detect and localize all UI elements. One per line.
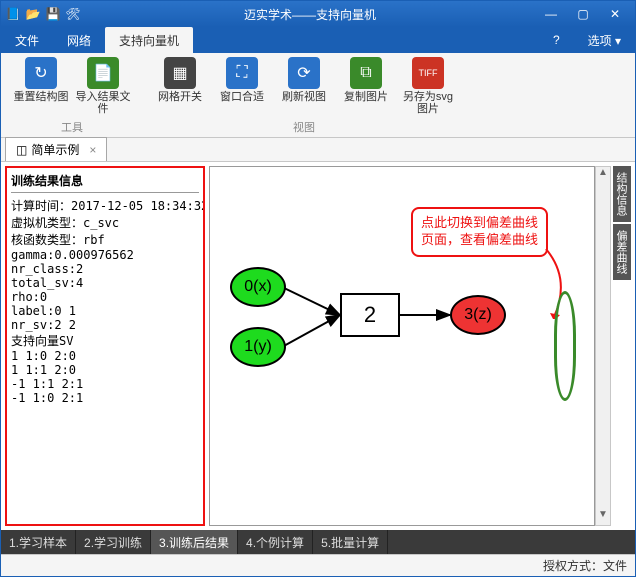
new-icon[interactable]: 📘 bbox=[5, 6, 21, 22]
bottom-tabstrip: 1.学习样本2.学习训练3.训练后结果4.个例计算5.批量计算 bbox=[1, 530, 635, 554]
menu-文件[interactable]: 文件 bbox=[1, 27, 53, 53]
bottom-tab-3.训练后结果[interactable]: 3.训练后结果 bbox=[151, 530, 238, 554]
info-line: 支持向量SV bbox=[11, 332, 199, 349]
scroll-up-icon[interactable]: ▲ bbox=[596, 167, 610, 183]
vertical-scrollbar[interactable]: ▲ ▼ bbox=[595, 166, 611, 526]
node-n2[interactable]: 2 bbox=[340, 293, 400, 337]
titlebar: 📘 📂 💾 🛠 迈实学术——支持向量机 — ▢ ✕ bbox=[1, 1, 635, 27]
minimize-button[interactable]: — bbox=[539, 7, 563, 21]
重置结构图-icon: ↻ bbox=[25, 57, 57, 89]
structure-canvas[interactable]: 点此切换到偏差曲线 页面，查看偏差曲线 0(x) 1(y) 2 3(z) bbox=[209, 166, 595, 526]
ribbon-group-name: 视图 bbox=[293, 119, 315, 135]
ribbon-窗口合适[interactable]: ⛶ 窗口合适 bbox=[214, 57, 270, 115]
maximize-button[interactable]: ▢ bbox=[571, 7, 595, 21]
info-line: -1 1:0 2:1 bbox=[11, 391, 199, 405]
info-line: 核函数类型：rbf bbox=[11, 231, 199, 248]
content-area: 训练结果信息 计算时间：2017-12-05 18:34:32虚拟机类型：c_s… bbox=[1, 162, 635, 530]
ribbon-label: 复制图片 bbox=[344, 91, 388, 103]
document-tabstrip: ◫ 简单示例 × bbox=[1, 138, 635, 162]
ribbon-导入结果文件[interactable]: 📄导入结果文件 bbox=[75, 57, 131, 115]
info-line: nr_class:2 bbox=[11, 262, 199, 276]
side-tab-结构信息[interactable]: 结构信息 bbox=[613, 166, 631, 222]
menu-网络[interactable]: 网络 bbox=[53, 27, 105, 53]
ribbon-复制图片[interactable]: ⧉ 复制图片 bbox=[338, 57, 394, 115]
window-buttons: — ▢ ✕ bbox=[539, 7, 631, 21]
ribbon-label: 网格开关 bbox=[158, 91, 202, 103]
app-window: 📘 📂 💾 🛠 迈实学术——支持向量机 — ▢ ✕ 文件网络支持向量机 ? 选项… bbox=[0, 0, 636, 577]
复制图片-icon: ⧉ bbox=[350, 57, 382, 89]
info-line: -1 1:1 2:1 bbox=[11, 377, 199, 391]
side-tabs: 结构信息偏差曲线 bbox=[613, 166, 631, 526]
tools-icon[interactable]: 🛠 bbox=[65, 6, 81, 22]
bottom-tab-1.学习样本[interactable]: 1.学习样本 bbox=[1, 530, 76, 554]
callout-line2: 页面，查看偏差曲线 bbox=[421, 232, 538, 249]
document-tab-label: 简单示例 bbox=[31, 141, 79, 158]
info-panel-title: 训练结果信息 bbox=[11, 172, 199, 193]
menubar: 文件网络支持向量机 ? 选项 ▾ bbox=[1, 27, 635, 53]
highlight-ring bbox=[554, 291, 576, 401]
node-n3[interactable]: 3(z) bbox=[450, 295, 506, 335]
ribbon-网格开关[interactable]: ▦ 网格开关 bbox=[152, 57, 208, 115]
导入结果文件-icon: 📄 bbox=[87, 57, 119, 89]
menu-支持向量机[interactable]: 支持向量机 bbox=[105, 27, 193, 53]
ribbon-label: 另存为svg图片 bbox=[400, 91, 456, 115]
bottom-tab-5.批量计算[interactable]: 5.批量计算 bbox=[313, 530, 388, 554]
ribbon-group-name: 工具 bbox=[61, 119, 83, 135]
scroll-down-icon[interactable]: ▼ bbox=[596, 509, 610, 525]
ribbon-重置结构图[interactable]: ↻ 重置结构图 bbox=[13, 57, 69, 115]
save-icon[interactable]: 💾 bbox=[45, 6, 61, 22]
quick-access-toolbar: 📘 📂 💾 🛠 bbox=[5, 6, 81, 22]
info-line: gamma:0.000976562 bbox=[11, 248, 199, 262]
status-label: 授权方式： bbox=[543, 557, 603, 574]
close-button[interactable]: ✕ bbox=[603, 7, 627, 21]
info-line: total_sv:4 bbox=[11, 276, 199, 290]
status-bar: 授权方式： 文件 bbox=[1, 554, 635, 576]
info-line: 1 1:0 2:0 bbox=[11, 349, 199, 363]
ribbon-label: 导入结果文件 bbox=[75, 91, 131, 115]
status-value: 文件 bbox=[603, 557, 627, 574]
callout-line1: 点此切换到偏差曲线 bbox=[421, 215, 538, 232]
ribbon-刷新视图[interactable]: ⟳ 刷新视图 bbox=[276, 57, 332, 115]
node-n0[interactable]: 0(x) bbox=[230, 267, 286, 307]
open-icon[interactable]: 📂 bbox=[25, 6, 41, 22]
canvas-wrap: 点此切换到偏差曲线 页面，查看偏差曲线 0(x) 1(y) 2 3(z) ▲ ▼ 结构… bbox=[209, 166, 631, 526]
bottom-tab-4.个例计算[interactable]: 4.个例计算 bbox=[238, 530, 313, 554]
document-tab[interactable]: ◫ 简单示例 × bbox=[5, 137, 107, 161]
info-line: 1 1:1 2:0 bbox=[11, 363, 199, 377]
ribbon-label: 重置结构图 bbox=[14, 91, 69, 103]
info-line: 虚拟机类型：c_svc bbox=[11, 214, 199, 231]
窗口合适-icon: ⛶ bbox=[226, 57, 258, 89]
ribbon-label: 窗口合适 bbox=[220, 91, 264, 103]
options-button[interactable]: 选项 ▾ bbox=[574, 27, 635, 53]
刷新视图-icon: ⟳ bbox=[288, 57, 320, 89]
info-line: nr_sv:2 2 bbox=[11, 318, 199, 332]
side-tab-偏差曲线[interactable]: 偏差曲线 bbox=[613, 224, 631, 280]
bottom-tab-2.学习训练[interactable]: 2.学习训练 bbox=[76, 530, 151, 554]
另存为svg图片-icon: TIFF bbox=[412, 57, 444, 89]
info-line: 计算时间：2017-12-05 18:34:32 bbox=[11, 197, 199, 214]
training-info-panel: 训练结果信息 计算时间：2017-12-05 18:34:32虚拟机类型：c_s… bbox=[5, 166, 205, 526]
info-line: rho:0 bbox=[11, 290, 199, 304]
window-title: 迈实学术——支持向量机 bbox=[81, 6, 539, 23]
ribbon: ↻ 重置结构图 📄导入结果文件工具 ▦ 网格开关 ⛶ 窗口合适 ⟳ 刷新视图 ⧉ 复制图片 TIFF另… bbox=[1, 53, 635, 138]
help-button[interactable]: ? bbox=[539, 27, 574, 53]
info-line: label:0 1 bbox=[11, 304, 199, 318]
cube-icon: ◫ bbox=[16, 143, 27, 157]
网格开关-icon: ▦ bbox=[164, 57, 196, 89]
ribbon-label: 刷新视图 bbox=[282, 91, 326, 103]
callout-annotation: 点此切换到偏差曲线 页面，查看偏差曲线 bbox=[411, 207, 548, 257]
ribbon-另存为svg图片[interactable]: TIFF另存为svg图片 bbox=[400, 57, 456, 115]
tab-close-icon[interactable]: × bbox=[89, 143, 96, 157]
node-n1[interactable]: 1(y) bbox=[230, 327, 286, 367]
